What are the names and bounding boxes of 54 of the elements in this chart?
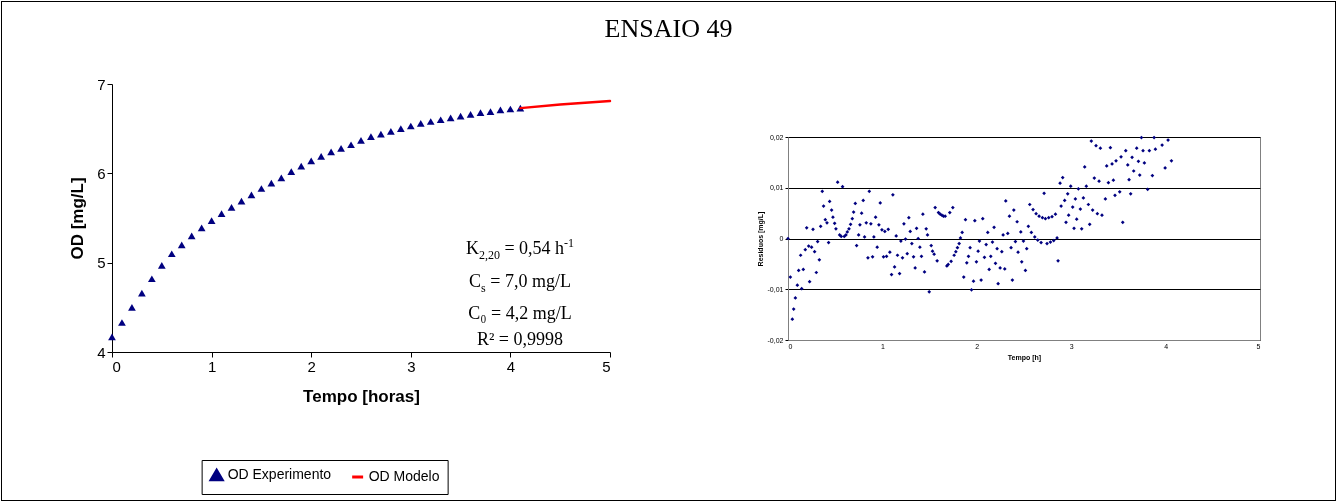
legend-label: OD Modelo xyxy=(368,468,440,484)
point xyxy=(486,108,495,116)
point xyxy=(187,232,196,240)
point xyxy=(317,153,326,160)
annotation: C$_{s}$ = 7,0 mg/L xyxy=(469,270,571,295)
point xyxy=(147,275,156,283)
point xyxy=(387,127,395,135)
x-tick-label: 4 xyxy=(506,357,516,375)
y-axis-title: OD [mg/L] xyxy=(68,177,88,260)
point xyxy=(167,250,176,258)
point xyxy=(287,168,296,175)
x-tick-label: 5 xyxy=(602,357,611,375)
point xyxy=(207,217,216,225)
point xyxy=(307,157,316,165)
y-tick-label: 5 xyxy=(97,254,106,272)
annotation: R² = 0,9998 xyxy=(476,329,564,350)
point xyxy=(197,224,206,232)
point xyxy=(466,111,475,118)
text: ENSAIO 49 xyxy=(603,14,734,44)
point xyxy=(416,119,425,127)
point xyxy=(357,136,365,144)
x-axis-title: Tempo [horas] xyxy=(303,386,420,406)
point xyxy=(297,162,306,170)
point xyxy=(237,197,246,205)
point xyxy=(347,141,355,149)
point xyxy=(396,125,405,133)
annotation: K$_{2,20}$ = 0,54 h$^{-1}$ xyxy=(465,236,575,262)
x-tick-label: 0 xyxy=(112,357,121,375)
y-tick-label: 7 xyxy=(97,75,106,93)
annotation: C₀ = 4,2 mg/L xyxy=(468,303,572,324)
point xyxy=(177,241,186,249)
y-tick-label: 6 xyxy=(97,164,106,182)
point xyxy=(277,174,286,182)
point xyxy=(426,118,435,125)
point xyxy=(227,203,236,211)
point xyxy=(367,133,375,141)
x-tick-label: 1 xyxy=(207,357,217,375)
point xyxy=(337,144,345,152)
point xyxy=(108,333,116,341)
point xyxy=(327,148,335,156)
point xyxy=(118,319,126,326)
point xyxy=(247,191,256,199)
point xyxy=(456,112,465,120)
legend-label: OD Experimento xyxy=(227,466,332,483)
point xyxy=(257,185,266,192)
x-tick-label: 3 xyxy=(407,357,416,375)
point xyxy=(267,179,276,187)
point xyxy=(217,210,226,217)
point xyxy=(476,109,485,116)
point xyxy=(496,106,505,114)
x-tick-label: 2 xyxy=(307,357,316,375)
point xyxy=(157,261,166,269)
point xyxy=(128,303,136,311)
point xyxy=(436,116,445,124)
